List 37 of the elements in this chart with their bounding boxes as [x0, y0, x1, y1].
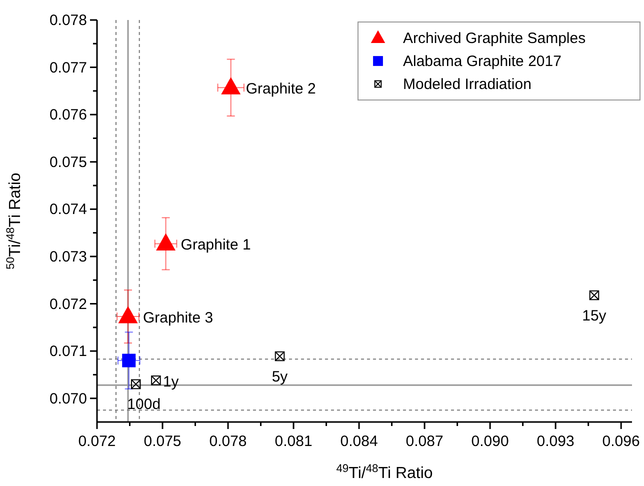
x-tick-label: 0.075 — [144, 433, 182, 450]
x-tick-label: 0.087 — [406, 433, 444, 450]
x-tick-label: 0.078 — [209, 433, 247, 450]
y-tick-label: 0.077 — [49, 59, 87, 76]
y-tick-label: 0.072 — [49, 296, 87, 313]
y-tick-label: 0.076 — [49, 106, 87, 124]
x-tick-label: 0.096 — [602, 433, 640, 450]
y-tick-label: 0.070 — [49, 390, 87, 408]
legend-label: Modeled Irradiation — [403, 76, 532, 93]
annotation: 100d — [127, 396, 161, 414]
point — [118, 306, 138, 324]
y-tick-label: 0.075 — [49, 154, 87, 171]
x-tick-label: 0.090 — [471, 433, 509, 450]
x-tick-label: 0.072 — [78, 433, 116, 450]
annotation: 15y — [582, 307, 607, 324]
point — [151, 375, 161, 386]
annotation: Graphite 1 — [180, 236, 251, 254]
x-tick-label: 0.084 — [340, 433, 378, 450]
x-tick-label: 0.081 — [274, 433, 312, 450]
point — [221, 77, 241, 94]
x-tick-label: 0.093 — [536, 433, 574, 450]
point — [274, 351, 285, 362]
point — [156, 233, 176, 250]
legend-label: Alabama Graphite 2017 — [403, 53, 562, 70]
point — [122, 354, 136, 368]
annotation: Graphite 2 — [246, 80, 316, 98]
x-axis-title: $^{49}$Ti/$^{48}$Ti Ratio — [336, 463, 433, 482]
point — [589, 290, 600, 300]
legend-label: Archived Graphite Samples — [403, 30, 586, 47]
annotation: Graphite 3 — [143, 310, 214, 327]
y-tick-label: 0.074 — [49, 201, 87, 218]
annotation: 1y — [162, 373, 180, 390]
annotation: 5y — [272, 368, 288, 386]
y-tick-label: 0.073 — [49, 248, 87, 266]
y-tick-label: 0.078 — [49, 12, 87, 29]
y-tick-label: 0.071 — [49, 343, 87, 360]
point — [130, 379, 141, 390]
